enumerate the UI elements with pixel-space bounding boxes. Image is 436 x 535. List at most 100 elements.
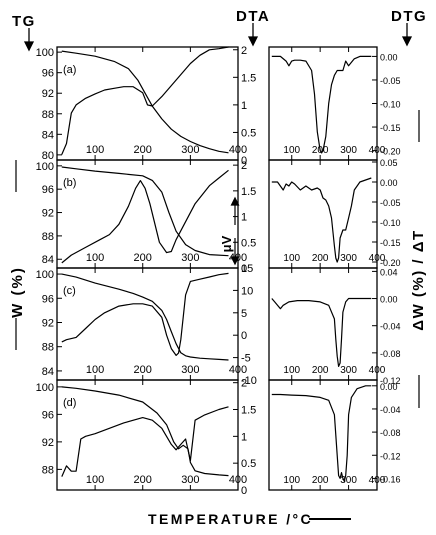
dtg-tick-label: 0.00: [380, 178, 398, 188]
tg-tick-label: 88: [42, 231, 54, 243]
panel-label: (b): [63, 177, 76, 189]
header-dtg: DTG: [391, 8, 427, 25]
dtg-tick-label: -0.20: [380, 258, 401, 268]
x-tick-label: 200: [134, 144, 152, 156]
tg-dta-panel-d: 100 200 300 400 100 96 92 88 2 1.5 1 0.5 0 (d): [36, 378, 257, 497]
panel-label: (c): [63, 285, 76, 297]
tg-arrowhead-icon: [23, 41, 35, 52]
x-tick-label: 100: [283, 253, 300, 264]
x-tick-label: 400: [369, 253, 386, 264]
tg-tick-label: 92: [42, 317, 54, 329]
x-tick-label: 300: [181, 144, 199, 156]
microvolt-label: μV: [219, 235, 234, 252]
static-layer: TG DTA DTG W (%) μV ΔW (%) / ΔT: [9, 8, 427, 527]
x-tick-label: 100: [283, 475, 300, 486]
panels-layer: 100 200 300 400100969288848021.510.50(a)100…: [36, 45, 401, 497]
x-tick-label: 300: [181, 364, 199, 376]
uv-arrowhead-down-icon: [230, 256, 240, 266]
x-tick-label: 400: [369, 475, 386, 486]
dtg-panel-b: 100 200 300 400 0.05 0.00 -0.05 -0.10 -0.15 -0.20: [268, 158, 401, 269]
tg-tick-label: 100: [36, 269, 54, 281]
dtg-tick-label: -0.04: [380, 405, 401, 415]
tg-tick-label: 84: [42, 129, 54, 141]
panel-frame: [56, 379, 239, 491]
dta-tick-label: 2: [241, 45, 247, 57]
dtg-tick-label: -0.05: [380, 198, 401, 208]
dtg-curve-c: [271, 297, 372, 367]
dtg-tick-label: 0.00: [380, 382, 398, 392]
header-dta: DTA: [236, 8, 270, 25]
dtg-tick-label: -0.08: [380, 428, 401, 438]
panel-frame: [268, 159, 378, 269]
x-tick-label: 300: [181, 252, 199, 264]
w-percent-label: W (%): [9, 266, 26, 318]
dta-tick-label: 0: [241, 263, 247, 275]
x-tick-label: 100: [86, 364, 104, 376]
panel-frame: [268, 46, 378, 161]
x-tick-label: 400: [369, 145, 386, 156]
x-axis-title: TEMPERATURE /°C: [148, 511, 313, 527]
x-tick-label: 200: [134, 252, 152, 264]
dta-tick-label: 1.5: [241, 72, 256, 84]
dta-curve-a: [61, 46, 229, 155]
dtg-panel-d: 100 200 300 400 0.00 -0.04 -0.08 -0.12 -0.16: [268, 379, 401, 491]
uv-arrows: [230, 196, 240, 266]
dta-tick-label: 1.5: [241, 186, 256, 198]
dtg-tick-label: 0.00: [380, 295, 398, 305]
x-tick-label: 200: [134, 474, 152, 486]
dtg-tick-label: -0.16: [380, 474, 401, 484]
dtg-curve-d: [271, 385, 372, 482]
dta-tick-label: 2: [241, 160, 247, 172]
tg-dta-panel-a: 100 200 300 400 100 96 92 88 84 80 2 1.5 1 0.5 0 (a): [36, 45, 257, 167]
tg-tick-label: 96: [42, 409, 54, 421]
x-tick-label: 400: [369, 365, 386, 376]
dta-tick-label: 5: [241, 308, 247, 320]
tg-curve-c: [61, 273, 229, 361]
dtg-tick-label: -0.15: [380, 238, 401, 248]
header-arrows: [23, 23, 413, 52]
x-tick-label: 400: [229, 474, 247, 486]
tg-tick-label: 100: [36, 161, 54, 173]
tg-tick-label: 96: [42, 68, 54, 80]
x-tick-label: 100: [283, 145, 300, 156]
tg-tick-label: 84: [42, 254, 54, 266]
x-tick-label: 100: [283, 365, 300, 376]
dtg-tick-label: 0.00: [380, 52, 398, 62]
tg-tick-label: 92: [42, 88, 54, 100]
tg-curve-d: [61, 386, 229, 477]
dta-tick-label: 0: [241, 485, 247, 497]
dtg-tick-label: -0.12: [380, 451, 401, 461]
tg-tick-label: 84: [42, 366, 54, 378]
tg-tick-label: 92: [42, 208, 54, 220]
x-tick-label: 300: [340, 365, 357, 376]
tg-tick-label: 88: [42, 342, 54, 354]
x-tick-label: 300: [181, 474, 199, 486]
dtg-arrowhead-icon: [401, 36, 413, 47]
dta-curve-b: [61, 169, 229, 264]
panel-frame: [268, 379, 378, 491]
x-tick-label: 200: [134, 364, 152, 376]
x-tick-label: 200: [312, 365, 329, 376]
dta-tick-label: 10: [241, 285, 253, 297]
header-tg: TG: [12, 13, 36, 30]
dta-tick-label: -5: [241, 353, 251, 365]
dta-arrowhead-icon: [247, 36, 259, 47]
panel-label: (a): [63, 64, 76, 76]
dtg-tick-label: -0.12: [380, 376, 401, 386]
tg-curve-b: [61, 166, 229, 257]
dta-tick-label: 0.5: [241, 458, 256, 470]
dta-tick-label: 1.5: [241, 405, 256, 417]
tg-dta-panel-b: 100 200 300 400 100 96 92 88 84 2 1.5 1 0.5 0 (b): [36, 159, 256, 275]
tg-tick-label: 92: [42, 437, 54, 449]
dta-tick-label: 0: [241, 330, 247, 342]
dtg-tick-label: -0.15: [380, 123, 401, 133]
dta-tick-label: 0: [241, 155, 247, 167]
tg-tick-label: 80: [42, 150, 54, 162]
x-tick-label: 400: [229, 364, 247, 376]
x-tick-label: 200: [312, 475, 329, 486]
dta-tick-label: -10: [241, 375, 257, 387]
tg-curve-a: [61, 50, 229, 154]
dtg-tick-label: -0.04: [380, 322, 401, 332]
dtg-tick-label: -0.08: [380, 349, 401, 359]
